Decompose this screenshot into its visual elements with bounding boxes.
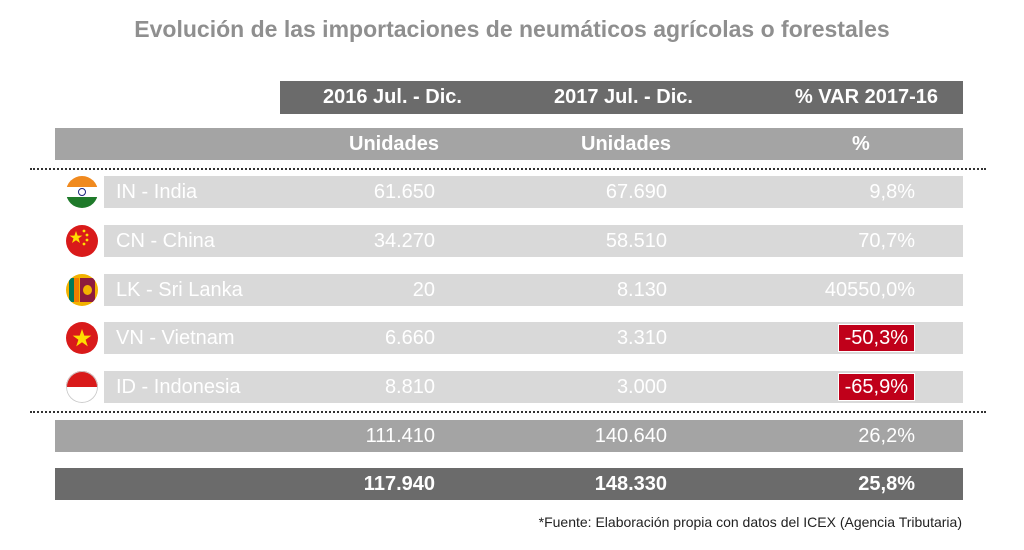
country-label: CN - China [116,229,215,252]
sri-lanka-flag-icon [66,274,98,306]
subtotal-row: 111.410 140.640 26,2% [55,420,963,452]
total-2016: 117.940 [363,472,435,495]
value-2017: 8.130 [616,278,667,301]
value-2017: 67.690 [605,180,667,203]
var-label: 40550,0% [824,278,915,301]
source-note: *Fuente: Elaboración propia con datos de… [538,514,962,530]
unit-header-2017: Unidades [581,132,672,155]
total-var: 25,8% [858,472,915,495]
unit-header-row: Unidades Unidades % [55,128,963,160]
table-row: CN - China 34.270 58.510 70,7% [104,225,963,257]
column-header-var: % VAR 2017-16 [794,86,938,108]
table-row: IN - India 61.650 67.690 9,8% [104,176,963,208]
table-row: VN - Vietnam 6.660 3.310 -50,3% [104,322,963,354]
country-label: VN - Vietnam [116,326,235,349]
country-label: IN - India [116,180,198,203]
country-label: ID - Indonesia [116,375,241,398]
value-var: 40550,0% [825,274,915,306]
india-flag-icon [66,176,98,208]
column-header-row: 2016 Jul. - Dic. 2017 Jul. - Dic. % VAR … [280,81,963,114]
value-var: 70,7% [858,225,915,257]
var-label: 9,8% [869,180,915,203]
value-var: 9,8% [869,176,915,208]
total-row: 117.940 148.330 25,8% [55,468,963,500]
divider-top [30,168,986,170]
negative-var-badge: -50,3% [837,324,915,352]
value-2016: 34.270 [373,229,435,252]
table-row: ID - Indonesia 8.810 3.000 -65,9% [104,371,963,403]
subtotal-2017: 140.640 [594,424,667,447]
table-row: LK - Sri Lanka 20 8.130 40550,0% [104,274,963,306]
divider-bottom [30,411,986,413]
var-label: 70,7% [858,229,915,252]
column-header-2017: 2017 Jul. - Dic. [554,86,693,108]
value-2017: 3.310 [616,326,667,349]
column-header-2016: 2016 Jul. - Dic. [323,86,462,108]
subtotal-var: 26,2% [858,424,915,447]
value-2016: 6.660 [384,326,435,349]
country-label: LK - Sri Lanka [116,278,243,301]
subtotal-2016: 111.410 [365,424,435,447]
value-2016: 8.810 [384,375,435,398]
value-var: -50,3% [837,322,915,354]
negative-var-badge: -65,9% [837,373,915,401]
value-var: -65,9% [837,371,915,403]
unit-header-2016: Unidades [349,132,440,155]
chart-title: Evolución de las importaciones de neumát… [134,16,890,42]
indonesia-flag-icon [66,371,98,403]
value-2017: 58.510 [605,229,667,252]
china-flag-icon [66,225,98,257]
value-2017: 3.000 [616,375,667,398]
unit-header-var: % [852,132,870,155]
vietnam-flag-icon [66,322,98,354]
value-2016: 61.650 [373,180,435,203]
total-2017: 148.330 [594,472,667,495]
value-2016: 20 [412,278,435,301]
